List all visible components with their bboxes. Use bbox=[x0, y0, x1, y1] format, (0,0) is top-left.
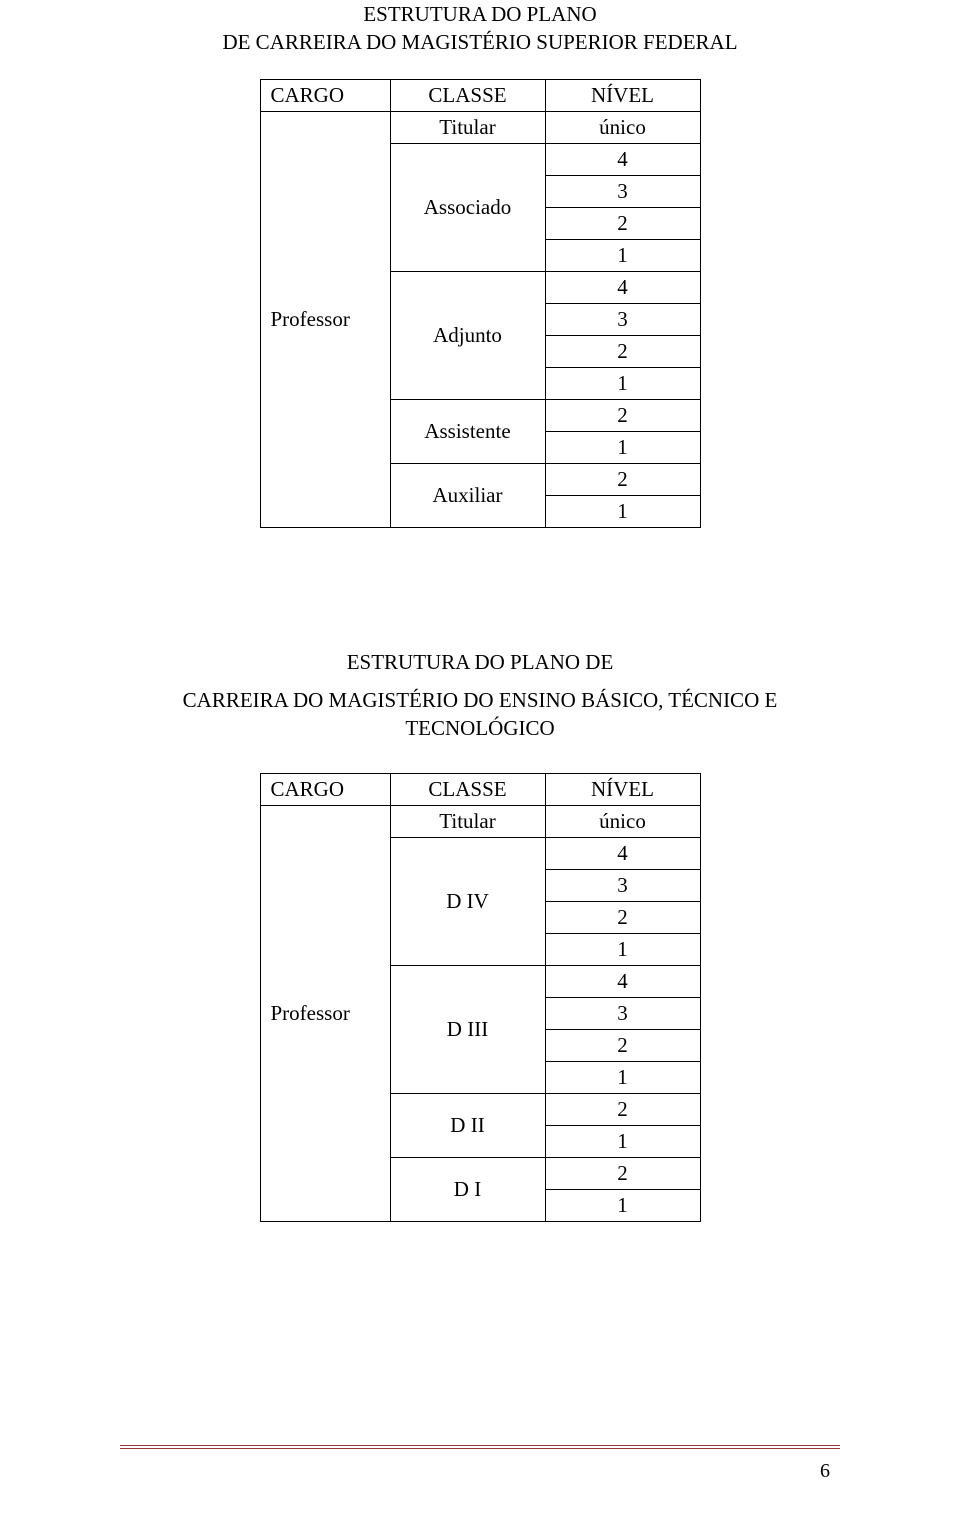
nivel-cell: 1 bbox=[545, 1189, 700, 1221]
heading-1-line-2: DE CARREIRA DO MAGISTÉRIO SUPERIOR FEDER… bbox=[120, 28, 840, 56]
nivel-cell: 2 bbox=[545, 335, 700, 367]
header-cargo: CARGO bbox=[260, 79, 390, 111]
table-header-row: CARGO CLASSE NÍVEL bbox=[260, 773, 700, 805]
classe-d2: D II bbox=[390, 1093, 545, 1157]
nivel-cell: 1 bbox=[545, 1061, 700, 1093]
heading-2-line-2: CARREIRA DO MAGISTÉRIO DO ENSINO BÁSICO,… bbox=[120, 686, 840, 743]
nivel-cell: 4 bbox=[545, 965, 700, 997]
nivel-cell: 4 bbox=[545, 143, 700, 175]
page-number: 6 bbox=[820, 1460, 830, 1483]
classe-d1: D I bbox=[390, 1157, 545, 1221]
nivel-cell: 3 bbox=[545, 303, 700, 335]
table-superior: CARGO CLASSE NÍVEL Professor Titular úni… bbox=[260, 79, 701, 528]
nivel-cell: 2 bbox=[545, 1093, 700, 1125]
heading-2-line-1: ESTRUTURA DO PLANO DE bbox=[120, 648, 840, 676]
nivel-cell: 2 bbox=[545, 1029, 700, 1061]
classe-d3: D III bbox=[390, 965, 545, 1093]
header-cargo: CARGO bbox=[260, 773, 390, 805]
classe-assistente: Assistente bbox=[390, 399, 545, 463]
header-nivel: NÍVEL bbox=[545, 773, 700, 805]
header-classe: CLASSE bbox=[390, 79, 545, 111]
table-header-row: CARGO CLASSE NÍVEL bbox=[260, 79, 700, 111]
nivel-cell: 1 bbox=[545, 1125, 700, 1157]
nivel-cell: 2 bbox=[545, 901, 700, 933]
nivel-cell: 2 bbox=[545, 207, 700, 239]
classe-titular: Titular bbox=[390, 111, 545, 143]
nivel-cell: 4 bbox=[545, 271, 700, 303]
nivel-titular: único bbox=[545, 111, 700, 143]
classe-associado: Associado bbox=[390, 143, 545, 271]
cargo-cell: Professor bbox=[260, 805, 390, 1221]
nivel-cell: 1 bbox=[545, 431, 700, 463]
classe-titular: Titular bbox=[390, 805, 545, 837]
table-row: Professor Titular único bbox=[260, 805, 700, 837]
nivel-cell: 3 bbox=[545, 175, 700, 207]
page: ESTRUTURA DO PLANO DE CARREIRA DO MAGIST… bbox=[0, 0, 960, 1519]
footer-rule bbox=[120, 1445, 840, 1449]
nivel-cell: 3 bbox=[545, 997, 700, 1029]
nivel-cell: 1 bbox=[545, 239, 700, 271]
nivel-cell: 2 bbox=[545, 1157, 700, 1189]
classe-auxiliar: Auxiliar bbox=[390, 463, 545, 527]
table-row: Professor Titular único bbox=[260, 111, 700, 143]
nivel-cell: 2 bbox=[545, 399, 700, 431]
heading-1-line-1: ESTRUTURA DO PLANO bbox=[120, 0, 840, 28]
nivel-cell: 1 bbox=[545, 495, 700, 527]
header-nivel: NÍVEL bbox=[545, 79, 700, 111]
nivel-cell: 4 bbox=[545, 837, 700, 869]
classe-d4: D IV bbox=[390, 837, 545, 965]
table-basico-tecnico: CARGO CLASSE NÍVEL Professor Titular úni… bbox=[260, 773, 701, 1222]
cargo-cell: Professor bbox=[260, 111, 390, 527]
nivel-cell: 1 bbox=[545, 367, 700, 399]
nivel-cell: 2 bbox=[545, 463, 700, 495]
classe-adjunto: Adjunto bbox=[390, 271, 545, 399]
nivel-cell: 1 bbox=[545, 933, 700, 965]
header-classe: CLASSE bbox=[390, 773, 545, 805]
nivel-titular: único bbox=[545, 805, 700, 837]
nivel-cell: 3 bbox=[545, 869, 700, 901]
